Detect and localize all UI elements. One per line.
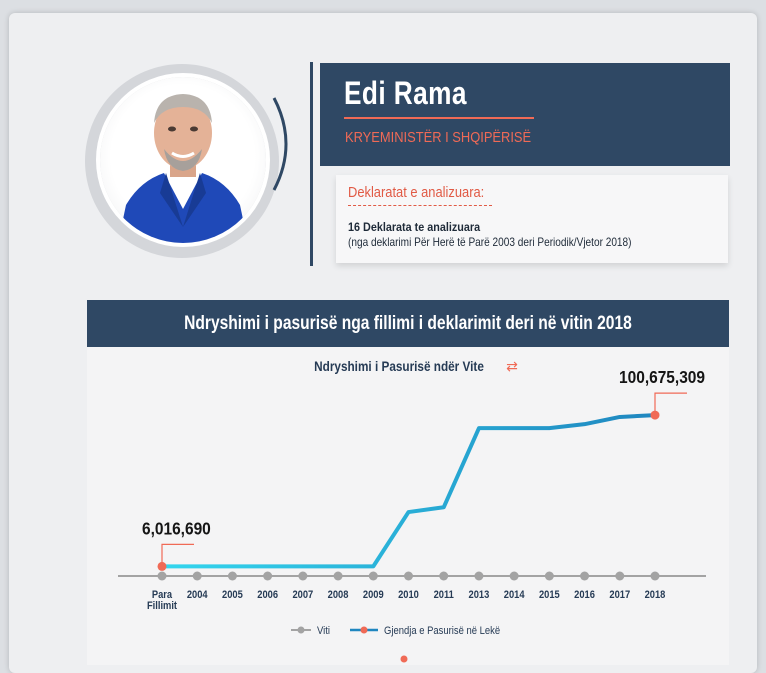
axis-point <box>157 571 167 581</box>
data-label: 6,016,690 <box>142 518 211 538</box>
x-tick-label: 2007 <box>292 589 313 601</box>
x-tick-label: 2005 <box>222 589 243 601</box>
x-tick-label: 2008 <box>328 589 349 601</box>
axis-point <box>544 571 554 581</box>
axis-point <box>615 571 625 581</box>
chart-panel: Ndryshimi i Pasurisë ndër Vite ⇄ 6,016,6… <box>87 347 729 665</box>
x-tick-label: 2011 <box>434 589 455 601</box>
x-tick-label: 2015 <box>539 589 560 601</box>
declarations-underline <box>348 205 492 206</box>
axis-point <box>650 571 660 581</box>
axis-point <box>192 571 202 581</box>
axis-point <box>580 571 590 581</box>
x-tick-label: 2018 <box>645 589 666 601</box>
x-tick-label: 2006 <box>257 589 278 601</box>
axis-point <box>439 571 449 581</box>
chart-section-header: Ndryshimi i pasurisë nga fillimi i dekla… <box>87 300 729 347</box>
name-underline <box>344 117 534 119</box>
person-title: KRYEMINISTËR I SHQIPËRISË <box>345 129 532 146</box>
divider-line <box>310 62 313 266</box>
data-label: 100,675,309 <box>619 367 705 387</box>
refresh-icon[interactable]: ⇄ <box>506 358 518 374</box>
x-tick-label: 2016 <box>574 589 595 601</box>
legend-label-wealth: Gjendja e Pasurisë në Lekë <box>384 625 500 637</box>
x-tick-label: Para <box>152 589 173 601</box>
x-tick-label: 2017 <box>609 589 630 601</box>
x-tick-label: 2014 <box>504 589 525 601</box>
axis-point <box>227 571 237 581</box>
data-label-callout <box>654 392 687 416</box>
chart-title: Ndryshimi i Pasurisë ndër Vite ⇄ <box>87 358 729 375</box>
x-tick-label: 2009 <box>363 589 384 601</box>
legend-marker-wealth <box>360 626 368 634</box>
axis-point <box>474 571 484 581</box>
series-line-wealth <box>162 413 656 569</box>
bottom-marker <box>400 655 408 663</box>
name-banner: Edi Rama KRYEMINISTËR I SHQIPËRISË <box>320 63 730 166</box>
x-tick-label: 2013 <box>469 589 490 601</box>
x-tick-label: Fillimit <box>147 600 178 612</box>
x-tick-label: 2010 <box>398 589 419 601</box>
declarations-count: 16 Deklarata te analizuara <box>348 220 481 234</box>
bracket-decoration <box>272 97 288 191</box>
axis-point <box>509 571 519 581</box>
declarations-heading: Deklaratat e analizuara: <box>348 184 485 201</box>
chart-section-title: Ndryshimi i pasurisë nga fillimi i dekla… <box>184 313 632 334</box>
legend-marker-viti <box>297 626 305 634</box>
legend-label-viti: Viti <box>317 625 330 637</box>
chart-subtitle-text: Ndryshimi i Pasurisë ndër Vite <box>314 358 485 374</box>
portrait-illustration <box>118 94 248 243</box>
axis-point <box>263 571 273 581</box>
data-label-callout <box>161 543 194 567</box>
axis-point <box>404 571 413 581</box>
axis-point <box>368 571 378 581</box>
avatar <box>100 77 266 243</box>
person-name: Edi Rama <box>344 75 467 111</box>
x-tick-label: 2004 <box>187 589 208 601</box>
declarations-box: Deklaratat e analizuara: 16 Deklarata te… <box>336 175 728 263</box>
axis-point <box>298 571 308 581</box>
declarations-range: (nga deklarimi Për Herë të Parë 2003 der… <box>348 235 632 249</box>
axis-point <box>333 571 343 581</box>
